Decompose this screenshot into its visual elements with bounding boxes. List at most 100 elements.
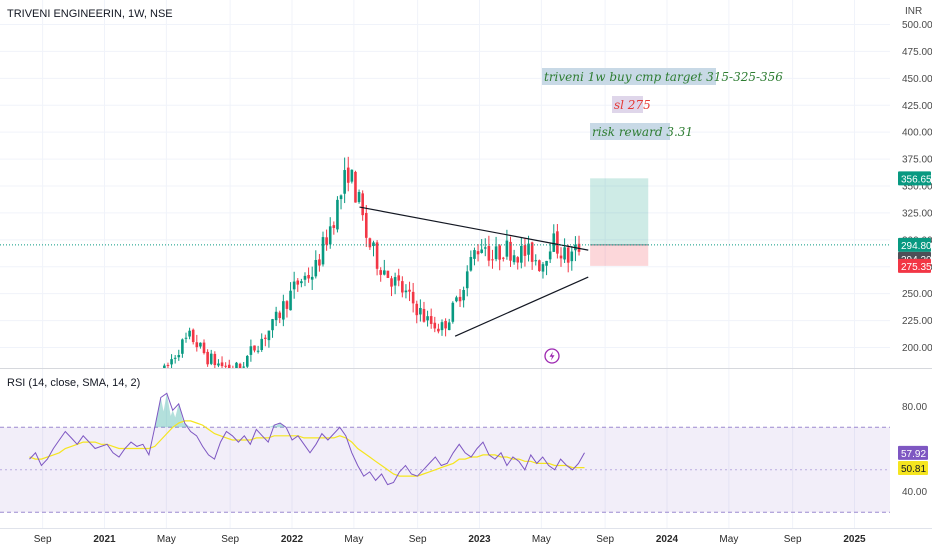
candle-body — [444, 320, 447, 329]
price-tick-label: 500.00 — [902, 20, 932, 31]
candle-body — [422, 308, 426, 322]
time-tick-label: 2025 — [843, 534, 866, 545]
candle-body — [220, 362, 224, 367]
price-tick-label: 425.00 — [902, 101, 932, 112]
time-tick-label: 2024 — [656, 534, 679, 545]
candle-body — [354, 171, 357, 203]
price-tick-label: 375.00 — [902, 155, 932, 166]
candle-body — [491, 259, 494, 261]
candle-body — [476, 251, 480, 255]
candle-body — [390, 278, 393, 287]
price-tick-label: 400.00 — [902, 128, 932, 139]
candle-body — [292, 281, 296, 290]
candle-body — [318, 259, 321, 266]
candle-body — [238, 363, 242, 368]
candle-body — [343, 170, 346, 194]
candle-body — [462, 289, 465, 301]
price-tick-label: 450.00 — [902, 74, 932, 85]
candle-body — [253, 345, 256, 351]
rsi-tick-label: 40.00 — [902, 487, 927, 498]
annotation-2-bg — [612, 96, 643, 113]
candle-body — [256, 350, 260, 352]
annotation-1[interactable]: triveni 1w buy cmp target 315-325-356 — [544, 70, 783, 84]
candle-body — [563, 247, 566, 260]
stop-zone[interactable] — [590, 244, 649, 266]
candle-body — [282, 301, 285, 320]
candle-body — [325, 237, 328, 245]
time-tick-label: Sep — [221, 534, 239, 545]
candle-body — [170, 359, 173, 365]
candle-body — [206, 351, 209, 365]
rsi-line — [29, 392, 585, 486]
annotation-3[interactable]: risk reward 3.31 — [592, 125, 693, 139]
price-tick-label: 475.00 — [902, 47, 932, 58]
annotation-2[interactable]: sl 275 — [614, 98, 651, 112]
candle-body — [386, 270, 390, 278]
time-tick-label: May — [719, 534, 738, 545]
candle-body — [195, 342, 199, 348]
candle-body — [419, 307, 422, 315]
resistance-trendline[interactable] — [359, 206, 589, 251]
candle-body — [209, 353, 213, 364]
candle-body — [469, 256, 473, 271]
candle-body — [480, 249, 483, 253]
candle-body — [415, 303, 419, 316]
candle-body — [393, 277, 397, 286]
triangle-trendlines[interactable] — [359, 206, 589, 337]
candle-body — [426, 316, 429, 321]
long-position-tool[interactable] — [590, 178, 649, 266]
candle-body — [274, 311, 278, 321]
candle-body — [383, 270, 386, 275]
support-trendline[interactable] — [454, 276, 589, 337]
candle-body — [346, 167, 350, 183]
candle-body — [538, 260, 541, 272]
target-zone[interactable] — [590, 178, 649, 245]
price-tick-label: 225.00 — [902, 316, 932, 327]
candle-body — [260, 338, 264, 351]
candle-body — [552, 233, 556, 252]
candle-body — [523, 245, 527, 256]
candle-body — [350, 169, 354, 182]
candle-body — [242, 366, 245, 368]
candle-body — [548, 251, 552, 260]
rsi-title: RSI (14, close, SMA, 14, 2) — [7, 377, 140, 389]
candle-body — [570, 251, 574, 262]
candle-body — [235, 362, 238, 368]
rsi-pane[interactable] — [0, 392, 890, 513]
price-badge — [898, 258, 931, 273]
candle-body — [541, 264, 545, 272]
candle-body — [361, 193, 364, 216]
candle-body — [314, 260, 318, 277]
candle-body — [375, 242, 379, 269]
grid-lines — [0, 0, 890, 528]
candle-body — [437, 328, 440, 332]
candle-body — [307, 274, 310, 279]
price-pane[interactable] — [0, 156, 890, 380]
candle-body — [483, 247, 487, 249]
time-tick-label: 2021 — [93, 534, 116, 545]
candle-body — [498, 245, 501, 260]
annotation-3-bg — [590, 123, 670, 140]
candle-body — [494, 246, 498, 260]
time-tick-label: 2022 — [281, 534, 304, 545]
candle-body — [401, 281, 404, 293]
price-badge-label: 356.65 — [901, 174, 932, 185]
rsi-axis[interactable]: 80.00 40.00 — [902, 402, 927, 498]
lightning-icon[interactable] — [544, 348, 560, 364]
price-tick-label: 250.00 — [902, 289, 932, 300]
candle-body — [397, 275, 401, 281]
time-axis[interactable]: Sep 2021 May Sep 2022 May Sep 2023 May Sep 2024 May… — [34, 534, 866, 545]
time-tick-label: Sep — [409, 534, 427, 545]
chart-annotations[interactable]: triveni 1w buy cmp target 315-325-356 sl… — [542, 68, 783, 140]
candle-body — [199, 342, 202, 347]
rsi-badge-label: 57.92 — [901, 449, 926, 460]
rsi-badge-label: 50.81 — [901, 464, 926, 475]
candle-body — [278, 312, 282, 319]
candle-body — [512, 255, 516, 263]
candle-body — [310, 276, 314, 280]
time-tick-label: Sep — [784, 534, 802, 545]
candle-body — [364, 212, 368, 238]
candle-body — [321, 237, 325, 265]
